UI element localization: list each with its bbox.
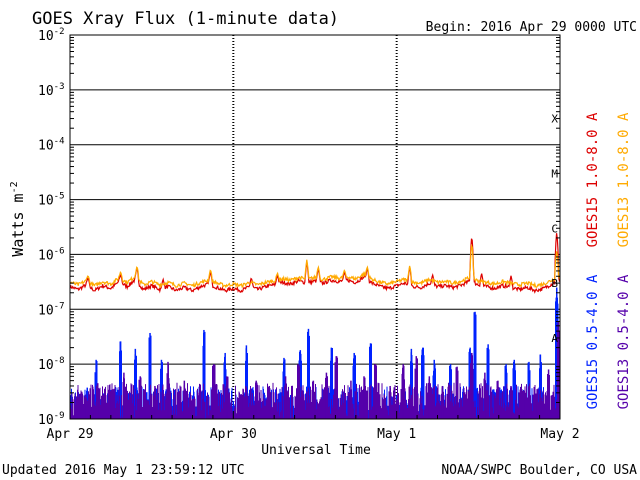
- y-tick-label: 10-3: [38, 82, 65, 99]
- flare-class-layer: X M C B A: [551, 37, 560, 403]
- flare-class-a: A: [551, 332, 558, 345]
- y-tick-labels: 10-2 10-3 10-4 10-5 10-6 10-7 10-8 10-9: [38, 27, 74, 428]
- legend-entry-2: GOES15 0.5-4.0 A: [585, 274, 601, 409]
- begin-label: Begin: 2016 Apr 29 0000 UTC: [426, 20, 637, 35]
- x-axis-label: Universal Time: [261, 443, 371, 458]
- x-tick-label: Apr 30: [210, 427, 257, 442]
- legend: GOES15 1.0-8.0 A GOES13 1.0-8.0 A GOES15 0…: [585, 112, 632, 409]
- x-tick-label: May 2: [540, 427, 579, 442]
- flare-class-x: X: [551, 113, 558, 126]
- y-tick-label: 10-6: [38, 246, 65, 263]
- x-tick-label: Apr 29: [47, 427, 94, 442]
- flare-class-b: B: [551, 277, 558, 290]
- legend-entry-3: GOES13 0.5-4.0 A: [616, 274, 632, 409]
- plot-frame: [69, 34, 561, 420]
- series-line-1: [69, 243, 561, 289]
- chart-title: GOES Xray Flux (1-minute data): [32, 9, 339, 29]
- source-label: NOAA/SWPC Boulder, CO USA: [441, 463, 637, 478]
- x-tick-label: May 1: [377, 427, 416, 442]
- updated-label: Updated 2016 May 1 23:59:12 UTC: [2, 463, 245, 478]
- y-axis-label-main: Watts m: [9, 193, 27, 256]
- flare-class-m: M: [551, 167, 558, 180]
- grid-layer: [70, 34, 560, 420]
- y-tick-label: 10-5: [38, 192, 65, 209]
- y-axis-label: Watts m-2: [9, 181, 27, 256]
- y-axis-label-sup: -2: [9, 181, 20, 193]
- y-tick-label: 10-9: [38, 411, 65, 428]
- flare-class-c: C: [551, 222, 558, 235]
- y-tick-label: 10-8: [38, 356, 65, 373]
- legend-entry-1: GOES13 1.0-8.0 A: [616, 112, 632, 247]
- y-tick-label: 10-4: [38, 137, 65, 154]
- legend-entry-0: GOES15 1.0-8.0 A: [585, 112, 601, 247]
- y-tick-label: 10-7: [38, 301, 65, 318]
- y-tick-label: 10-2: [38, 27, 65, 44]
- series-layer: [69, 233, 561, 419]
